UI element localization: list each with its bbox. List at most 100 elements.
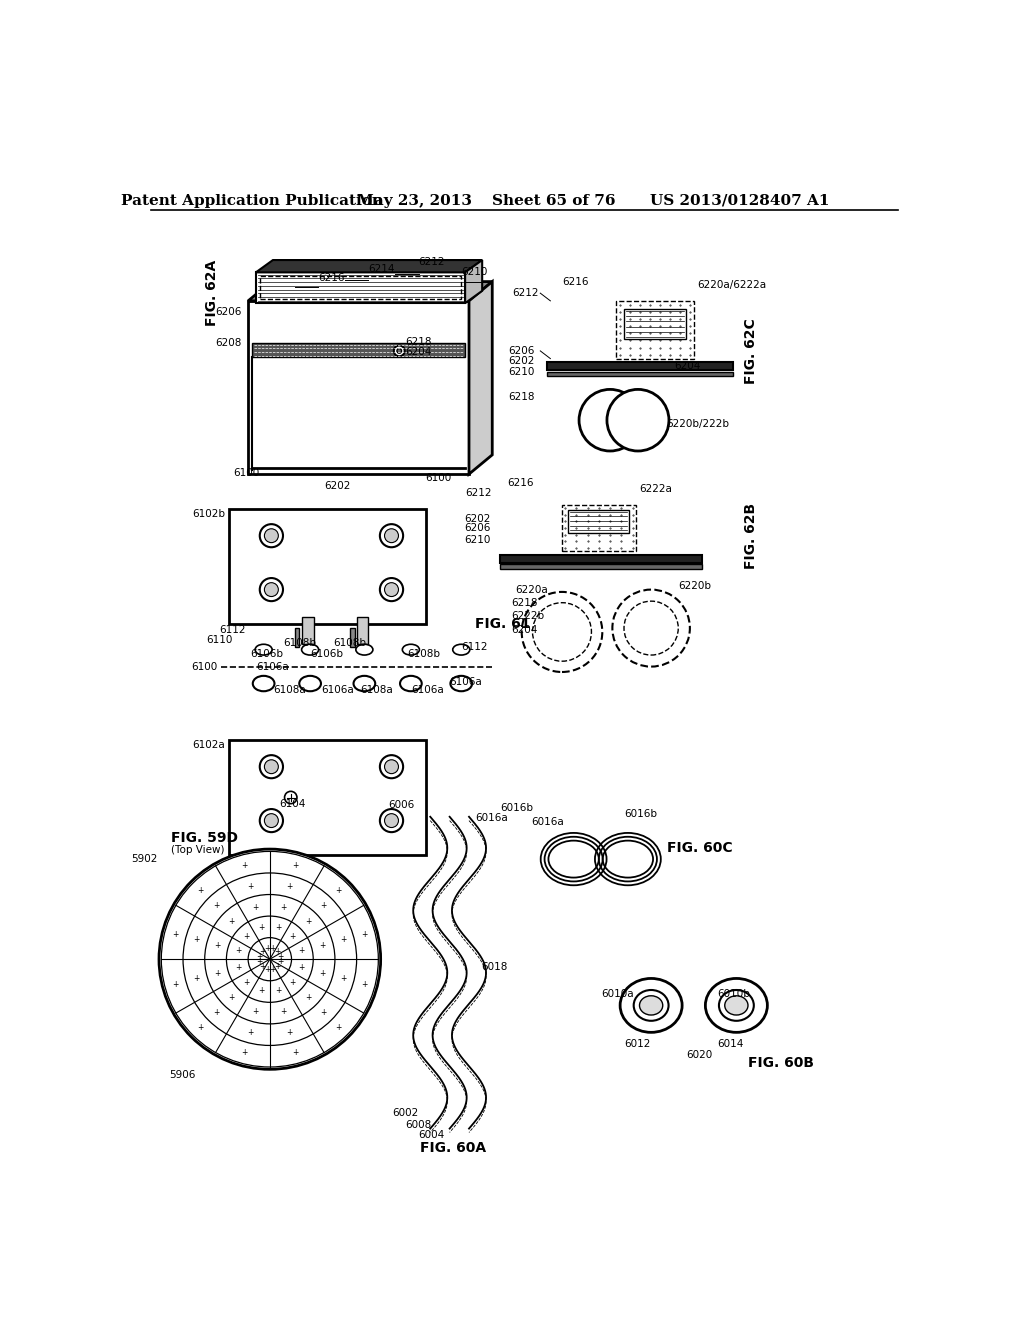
Circle shape	[385, 813, 398, 828]
Bar	[500, 554, 701, 562]
Text: +: +	[319, 941, 326, 950]
Text: FIG. 60B: FIG. 60B	[748, 1056, 814, 1071]
Text: +: +	[298, 964, 304, 972]
Polygon shape	[469, 281, 493, 474]
Bar	[350, 628, 355, 647]
Ellipse shape	[299, 676, 321, 692]
Text: +: +	[305, 993, 311, 1002]
Text: 6016b: 6016b	[500, 803, 534, 813]
Text: +: +	[336, 886, 342, 895]
Text: +: +	[259, 946, 265, 956]
Text: 6100: 6100	[190, 661, 217, 672]
Text: 6002: 6002	[392, 1109, 419, 1118]
Text: +: +	[281, 903, 287, 912]
Ellipse shape	[253, 676, 274, 692]
Text: 6204: 6204	[675, 362, 700, 371]
Text: +: +	[290, 932, 296, 941]
Circle shape	[264, 529, 279, 543]
Circle shape	[394, 346, 404, 356]
Text: 6020: 6020	[686, 1051, 713, 1060]
Text: +: +	[361, 929, 368, 939]
Bar	[228, 508, 426, 624]
Text: 6106a: 6106a	[322, 685, 354, 694]
Text: +: +	[256, 957, 262, 966]
Ellipse shape	[255, 644, 272, 655]
Text: +: +	[340, 935, 346, 944]
Circle shape	[607, 389, 669, 451]
Text: 6216: 6216	[508, 478, 535, 488]
Text: 6210: 6210	[464, 535, 490, 545]
Text: +: +	[242, 1048, 248, 1057]
Text: 6106a: 6106a	[411, 685, 443, 694]
Text: +: +	[290, 978, 296, 986]
Text: 6212: 6212	[419, 257, 445, 268]
Text: 6208: 6208	[215, 338, 242, 348]
Circle shape	[264, 760, 279, 774]
Text: +: +	[275, 924, 282, 932]
Circle shape	[397, 348, 401, 354]
Bar	[547, 363, 732, 370]
Text: 6108a: 6108a	[273, 685, 306, 694]
Text: +: +	[198, 886, 204, 895]
Text: +: +	[274, 962, 281, 972]
Text: 6216: 6216	[562, 277, 589, 286]
Text: 6106b: 6106b	[310, 648, 343, 659]
Circle shape	[285, 792, 297, 804]
Text: +: +	[253, 903, 259, 912]
Text: 6206: 6206	[464, 523, 490, 533]
Text: 6106b: 6106b	[251, 648, 284, 659]
Circle shape	[264, 582, 279, 597]
Text: 6102a: 6102a	[193, 741, 225, 750]
Ellipse shape	[402, 644, 420, 655]
Text: +: +	[281, 1007, 287, 1016]
Text: 6206: 6206	[215, 308, 242, 317]
Text: +: +	[264, 944, 270, 953]
Text: +: +	[228, 916, 234, 925]
Text: +: +	[319, 969, 326, 978]
Text: FIG. 62A: FIG. 62A	[206, 260, 219, 326]
Text: +: +	[244, 932, 250, 941]
Bar	[568, 510, 629, 533]
Text: 6010a: 6010a	[601, 989, 634, 999]
Bar	[562, 506, 636, 552]
Text: 6110: 6110	[206, 635, 232, 644]
Ellipse shape	[719, 990, 754, 1020]
Text: +: +	[361, 979, 368, 989]
Text: +: +	[247, 882, 253, 891]
Bar	[302, 616, 314, 644]
Text: +: +	[274, 946, 281, 956]
Text: +: +	[258, 986, 264, 995]
Text: 6204: 6204	[512, 624, 538, 635]
Text: +: +	[340, 974, 346, 983]
Bar	[500, 564, 701, 569]
Text: +: +	[236, 964, 242, 972]
Text: (Top View): (Top View)	[171, 845, 224, 855]
Text: 6016b: 6016b	[624, 809, 657, 818]
Text: 6018: 6018	[481, 962, 508, 972]
Text: +: +	[194, 935, 200, 944]
Text: 6218: 6218	[512, 598, 539, 607]
Text: May 23, 2013: May 23, 2013	[357, 194, 472, 207]
Text: +: +	[258, 924, 264, 932]
Text: 6004: 6004	[419, 1130, 444, 1139]
Text: FIG. 62C: FIG. 62C	[744, 318, 758, 384]
Circle shape	[521, 591, 602, 672]
Circle shape	[532, 603, 592, 661]
Text: 6222b: 6222b	[512, 611, 545, 620]
Text: 6218: 6218	[508, 392, 535, 403]
Circle shape	[264, 813, 279, 828]
Text: +: +	[194, 974, 200, 983]
Circle shape	[385, 582, 398, 597]
Text: 6012: 6012	[624, 1039, 650, 1049]
Circle shape	[260, 524, 283, 548]
Bar	[616, 301, 693, 359]
Text: +: +	[213, 1008, 219, 1016]
Text: 6202: 6202	[509, 356, 535, 366]
Text: +: +	[198, 1023, 204, 1032]
Circle shape	[159, 849, 381, 1069]
Text: 6210: 6210	[509, 367, 535, 378]
Text: 5906: 5906	[169, 1069, 196, 1080]
Circle shape	[612, 590, 690, 667]
Text: +: +	[321, 902, 327, 911]
Circle shape	[385, 529, 398, 543]
